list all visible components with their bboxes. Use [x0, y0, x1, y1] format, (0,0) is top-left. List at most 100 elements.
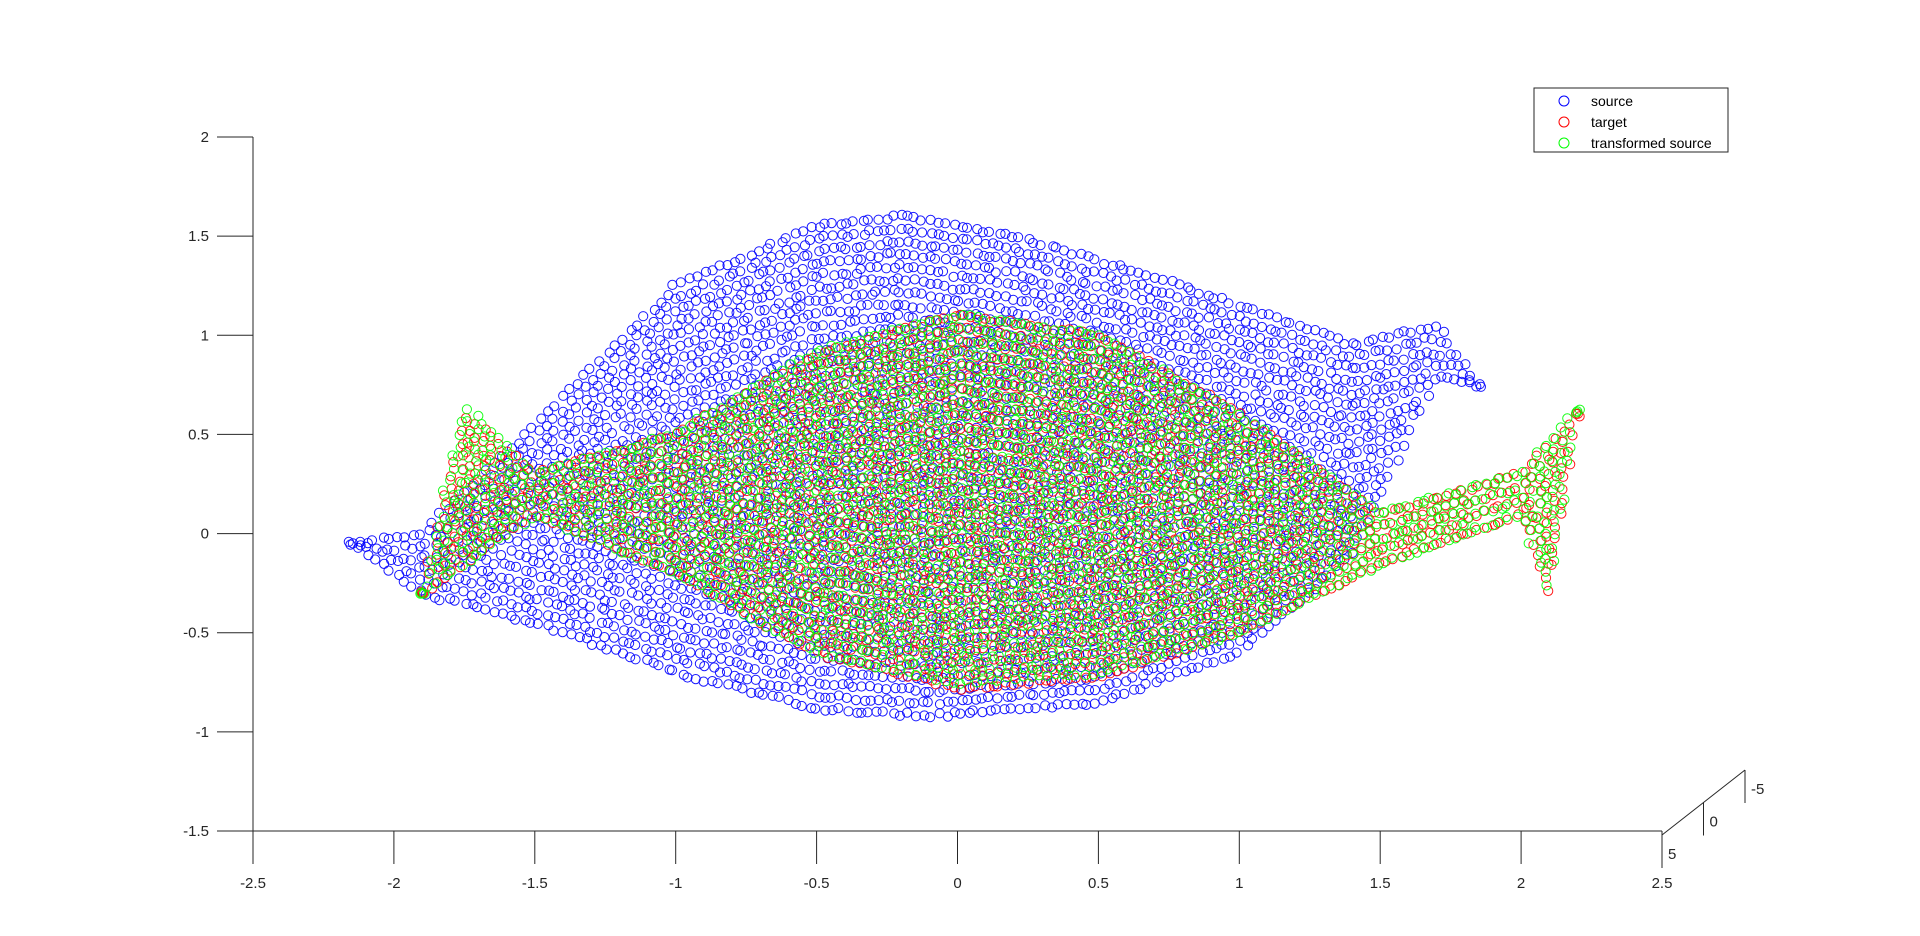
- data-point: [754, 246, 765, 257]
- data-point: [1298, 515, 1309, 526]
- data-point: [760, 329, 771, 340]
- data-point: [704, 340, 716, 351]
- data-point: [609, 352, 620, 364]
- data-point: [767, 527, 778, 538]
- data-point: [1243, 339, 1254, 350]
- data-point: [850, 290, 862, 301]
- data-point: [736, 659, 747, 670]
- data-point: [592, 380, 603, 391]
- data-point: [656, 598, 667, 609]
- data-point: [400, 540, 411, 551]
- data-point: [783, 694, 794, 706]
- data-point: [537, 536, 548, 547]
- data-point: [1242, 302, 1253, 313]
- data-point: [765, 265, 776, 276]
- data-point: [728, 330, 739, 341]
- data-point: [742, 662, 754, 673]
- data-point: [573, 415, 584, 426]
- data-point: [1066, 249, 1077, 260]
- data-point: [787, 330, 798, 341]
- data-point: [580, 621, 591, 632]
- data-point: [690, 635, 701, 646]
- data-point: [1089, 254, 1100, 265]
- data-point: [532, 618, 543, 630]
- data-point: [639, 325, 650, 336]
- data-point: [679, 594, 690, 605]
- data-point: [765, 680, 776, 691]
- data-point: [705, 291, 716, 303]
- data-point: [1007, 306, 1018, 317]
- data-point: [549, 563, 561, 574]
- data-point: [767, 690, 778, 701]
- data-point: [408, 530, 420, 541]
- data-point: [828, 655, 839, 666]
- data-point: [955, 708, 966, 719]
- data-point: [580, 548, 591, 559]
- data-point: [694, 648, 706, 659]
- data-point: [926, 302, 937, 313]
- data-point: [667, 279, 678, 290]
- data-point: [805, 653, 817, 664]
- data-point: [1411, 360, 1422, 371]
- data-point: [1374, 411, 1385, 422]
- data-point: [536, 438, 547, 449]
- data-point: [524, 579, 535, 591]
- data-point: [1383, 457, 1394, 468]
- data-point: [878, 300, 889, 311]
- data-point: [742, 362, 753, 373]
- data-point: [721, 296, 732, 307]
- data-point: [814, 281, 825, 292]
- data-point: [592, 541, 603, 552]
- data-point: [1104, 307, 1115, 318]
- data-point: [1315, 429, 1326, 440]
- data-point: [1074, 288, 1086, 300]
- data-point: [1066, 275, 1077, 286]
- data-point: [640, 568, 651, 579]
- data-point: [705, 612, 716, 624]
- data-point: [573, 548, 584, 559]
- data-point: [842, 231, 853, 242]
- data-point: [444, 504, 455, 515]
- data-point: [668, 356, 680, 367]
- data-point: [569, 609, 580, 620]
- data-point: [990, 704, 1001, 715]
- data-point: [709, 328, 721, 339]
- data-point: [519, 429, 530, 440]
- data-point: [758, 679, 769, 690]
- data-point: [768, 327, 779, 338]
- data-point: [1058, 284, 1069, 295]
- data-point: [1126, 314, 1138, 325]
- data-point: [796, 700, 807, 712]
- data-point: [587, 424, 598, 436]
- data-point: [736, 634, 747, 645]
- data-point: [765, 238, 776, 249]
- data-point: [776, 334, 787, 345]
- data-point: [577, 598, 588, 609]
- data-point: [683, 324, 695, 335]
- data-point: [1332, 397, 1343, 408]
- data-point: [1208, 657, 1219, 668]
- data-point: [646, 598, 657, 609]
- data-point: [534, 425, 545, 436]
- data-point: [480, 604, 491, 615]
- data-point: [773, 643, 784, 655]
- data-point: [729, 619, 740, 630]
- data-point: [750, 257, 761, 268]
- data-point: [749, 664, 760, 675]
- data-point: [850, 695, 862, 706]
- data-point: [366, 535, 378, 546]
- data-point: [517, 443, 528, 454]
- data-point: [1198, 299, 1209, 310]
- data-point: [1245, 342, 1257, 353]
- data-point: [481, 554, 492, 565]
- data-point: [691, 498, 703, 509]
- plot-area: [343, 209, 1585, 723]
- data-point: [752, 331, 763, 342]
- data-point: [724, 605, 735, 616]
- data-point: [843, 678, 854, 689]
- data-point: [727, 268, 739, 279]
- data-point: [557, 627, 568, 638]
- data-point: [750, 355, 761, 366]
- data-point: [847, 681, 858, 693]
